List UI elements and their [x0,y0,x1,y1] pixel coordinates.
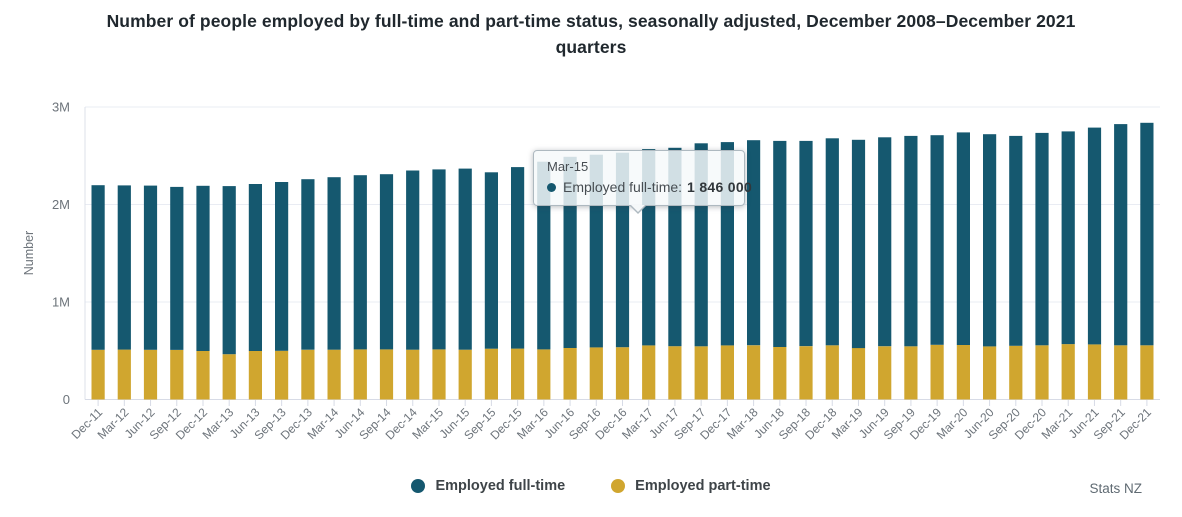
tooltip-value: 1 846 000 [687,179,753,195]
bar-segment[interactable] [747,140,761,346]
bar-segment[interactable] [170,350,184,400]
bar-segment[interactable] [91,185,105,350]
y-axis-title: Number [22,231,36,275]
bar-segment[interactable] [91,349,105,400]
bar-segment[interactable] [904,346,918,400]
bar-segment[interactable] [983,134,997,347]
chart-title: Number of people employed by full-time a… [106,11,1076,57]
bar-segment[interactable] [406,349,420,400]
chart-legend: Employed full-time Employed part-time [0,478,1182,494]
bar-segment[interactable] [825,345,839,400]
bar-segment[interactable] [353,175,367,350]
bar-segment[interactable] [1061,131,1075,345]
bar-segment[interactable] [1114,124,1128,346]
source-attribution: Stats NZ [1089,481,1142,496]
bar-segment[interactable] [773,347,787,400]
bar-segment[interactable] [694,346,708,400]
tooltip-quarter-label: Mar-15 [547,159,589,174]
bar-segment[interactable] [537,161,551,350]
bar-segment[interactable] [275,350,289,400]
bar-segment[interactable] [511,348,525,400]
bar-segment[interactable] [248,351,262,400]
bar-segment[interactable] [851,348,866,400]
bar-segment[interactable] [170,186,184,350]
bar-segment[interactable] [143,349,158,400]
series-marker-icon [547,182,556,192]
bar-segment[interactable] [432,169,446,350]
y-axis-tick-label: 0 [63,392,70,407]
bar-segment[interactable] [1140,345,1154,400]
page: { "title": "Number of people employed by… [0,8,1182,517]
bar-segment[interactable] [484,348,498,400]
bar-segment[interactable] [799,140,813,347]
bar-segment[interactable] [248,184,262,351]
bar-segment[interactable] [1140,122,1154,346]
bar-segment[interactable] [196,350,210,400]
bar-segment[interactable] [1114,345,1128,400]
bar-segment[interactable] [222,354,236,400]
legend-item-full-time[interactable]: Employed full-time [411,478,565,494]
bar-segment[interactable] [589,347,603,400]
legend-item-part-time[interactable]: Employed part-time [611,478,771,494]
bar-segment[interactable] [983,346,997,400]
bar-segment[interactable] [432,349,446,400]
bar-segment[interactable] [537,349,551,400]
bar-segment[interactable] [1061,344,1075,400]
bar-segment[interactable] [930,135,944,345]
bar-segment[interactable] [117,349,131,400]
tooltip-series-label: Employed full-time: [563,179,683,195]
bar-segment[interactable] [275,182,289,351]
legend-label-part-time: Employed part-time [635,478,771,494]
bar-segment[interactable] [930,344,944,400]
bar-segment[interactable] [1009,345,1023,400]
bar-segment[interactable] [773,140,787,347]
bar-segment[interactable] [615,347,630,400]
bar-segment[interactable] [1035,132,1049,346]
bar-segment[interactable] [720,345,734,400]
employment-chart: 0 1M 2M 3M Number Dec-11 Mar-12 Jun-12 Sep-12 Dec… [0,8,1182,517]
bar-segment[interactable] [1009,135,1023,346]
bar-segment[interactable] [327,177,341,350]
bar-segment[interactable] [379,174,394,350]
bar-segment[interactable] [799,346,813,400]
y-axis-tick-label: 2M [52,197,70,212]
bar-segment[interactable] [353,349,367,400]
bar-segment[interactable] [511,167,525,349]
bar-segment[interactable] [1035,345,1049,400]
legend-label-full-time: Employed full-time [435,478,566,494]
bar-segment[interactable] [222,186,236,355]
bar-segment[interactable] [196,185,210,351]
bar-segment[interactable] [301,179,315,350]
bar-segment[interactable] [825,138,839,346]
bar-segment[interactable] [117,185,131,350]
bar-segment[interactable] [668,346,682,400]
bar-segment[interactable] [747,345,761,400]
chart-tooltip: Mar-15 Employed full-time: 1 846 000 [533,150,752,214]
tooltip-row: Employed full-time: 1 846 000 [547,179,752,195]
bar-segment[interactable] [642,345,656,400]
bar-segment[interactable] [458,168,472,350]
bar-segment[interactable] [484,172,498,349]
full-time-legend-dot-icon [411,479,426,493]
bar-segment[interactable] [1087,127,1102,345]
bar-segment[interactable] [956,132,970,345]
bar-segment[interactable] [458,349,472,400]
chart-footer: Employed full-time Employed part-time St… [0,478,1182,508]
bar-segment[interactable] [956,345,970,400]
bar-segment[interactable] [379,349,394,400]
bar-segment[interactable] [143,185,158,350]
chart-canvas: 01M2M3MNumberDec-11Mar-12Jun-12Sep-12Dec… [22,100,1160,442]
y-axis-tick-label: 3M [52,100,70,115]
part-time-legend-dot-icon [611,479,626,493]
bar-segment[interactable] [327,349,341,400]
bar-segment[interactable] [878,346,892,400]
bar-segment[interactable] [904,135,918,347]
bar-segment[interactable] [1087,344,1102,400]
bar-segment[interactable] [406,170,420,350]
bar-segment[interactable] [851,139,866,349]
y-axis-tick-label: 1M [52,295,70,310]
bar-segment[interactable] [301,349,315,400]
bar-segment[interactable] [563,348,577,400]
bar-segment[interactable] [878,137,892,347]
